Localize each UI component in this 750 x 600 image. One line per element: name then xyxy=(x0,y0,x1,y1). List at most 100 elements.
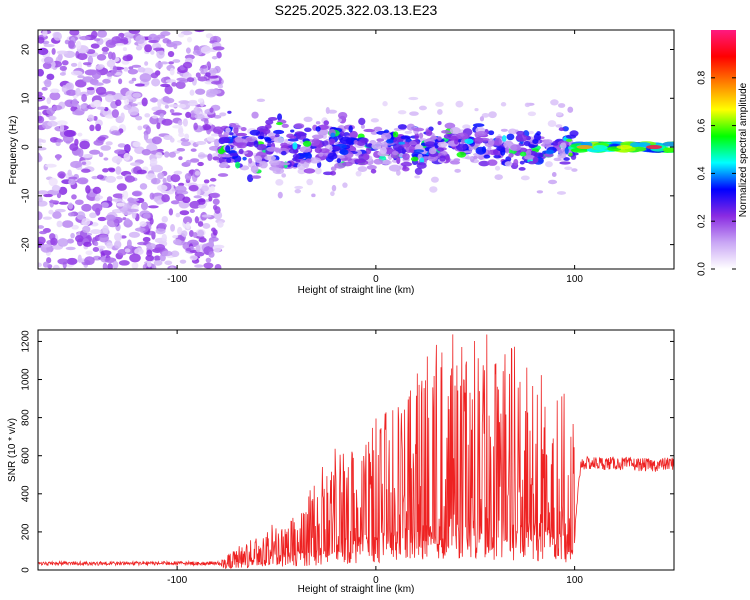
spectrogram-cell xyxy=(505,146,510,154)
spectrogram-cell xyxy=(413,149,425,153)
spectrogram-cell xyxy=(149,217,154,225)
spectrogram-cell xyxy=(113,92,123,102)
spectrogram-cell xyxy=(186,36,193,43)
spectrogram-cell xyxy=(97,216,107,222)
spectrogram-cell xyxy=(77,61,83,70)
spectrogram-cell xyxy=(342,182,348,188)
spectrogram-cell xyxy=(225,127,231,133)
spectrogram-cell xyxy=(198,198,206,205)
spectrogram-cell xyxy=(95,86,107,95)
spectrogram-cell xyxy=(118,260,130,266)
spectrogram-cell xyxy=(337,118,342,123)
spectrogram-cell xyxy=(139,221,147,227)
spectrogram-cell xyxy=(272,167,285,175)
spectrogram-cell xyxy=(146,249,153,257)
snr-ytick-label: 1000 xyxy=(21,368,32,391)
spectrogram-cell xyxy=(328,138,336,144)
spectrogram-cell xyxy=(437,136,442,141)
spectrogram-cell xyxy=(68,40,75,49)
spectrogram-cell xyxy=(593,144,608,150)
spectrogram-cell xyxy=(487,159,498,166)
spectrogram-cell xyxy=(58,186,68,196)
spectrogram-cell xyxy=(164,104,169,109)
spectrogram-cell xyxy=(414,144,424,151)
spectrogram-cell xyxy=(410,156,419,162)
spectrogram-cell xyxy=(353,139,358,145)
spectrogram-cell xyxy=(70,232,75,239)
spectrogram-cell xyxy=(144,61,149,66)
spectrogram-cell xyxy=(339,149,349,156)
spectrogram-cell xyxy=(164,85,173,95)
spectrogram-cell xyxy=(56,138,64,143)
spectrogram-cell xyxy=(211,55,218,60)
spectrogram-cell xyxy=(135,45,143,51)
spectrogram-cell xyxy=(74,199,84,205)
spectrogram-cell xyxy=(304,127,312,133)
spectrogram-cell xyxy=(294,189,301,194)
spectrogram-cell xyxy=(437,120,442,126)
spectrogram-cell xyxy=(564,146,569,155)
spectrogram-cell xyxy=(52,264,60,269)
spectrogram-cell xyxy=(67,212,75,217)
spectrogram-cell xyxy=(449,160,461,165)
spectrogram-cell xyxy=(181,230,188,237)
spectrogram-cell xyxy=(453,158,461,162)
spectrogram-cell xyxy=(87,114,95,122)
spectrogram-cell xyxy=(42,216,53,220)
snr-ytick-label: 200 xyxy=(21,523,32,540)
spectrogram-cell xyxy=(536,190,544,194)
spectrogram-cell xyxy=(77,132,83,137)
spectrogram-cell xyxy=(518,167,526,171)
spectrogram-cell xyxy=(93,99,102,107)
spectrogram-cell xyxy=(513,158,519,166)
spectrogram-cell xyxy=(77,254,82,263)
spectrogram-cell xyxy=(293,123,305,129)
colorbar-tick-label: 0.0 xyxy=(697,262,708,276)
spectrogram-cell xyxy=(356,140,366,146)
spectrogram-cell xyxy=(153,47,165,51)
spectrogram-cell xyxy=(464,138,474,144)
spectrogram-cell xyxy=(217,148,225,155)
spectrogram-cell xyxy=(51,47,56,55)
spectrogram-cell xyxy=(141,149,152,156)
spectrogram-cell xyxy=(195,72,201,78)
spectrogram-cell xyxy=(332,145,341,151)
spectrogram-cell xyxy=(567,106,574,113)
spectrogram-cell xyxy=(92,186,102,194)
spectrogram-cell xyxy=(168,104,179,108)
spectrogram-cell xyxy=(154,243,166,251)
spectrogram-cell xyxy=(167,50,175,58)
spectrogram-cell xyxy=(194,170,201,176)
spectrogram-cell xyxy=(106,59,116,68)
spectrogram-cell xyxy=(383,129,390,134)
spectrogram-cell xyxy=(136,169,147,175)
spectrogram-cell xyxy=(212,204,218,211)
spectrogram-cell xyxy=(75,87,81,97)
spectrogram-cell xyxy=(436,147,445,152)
spectrogram-cell xyxy=(152,115,158,119)
spectrogram-cell xyxy=(105,94,115,103)
spectrogram-cell xyxy=(547,179,558,185)
spectrogram-cell xyxy=(51,185,61,192)
spectrogram-cell xyxy=(396,156,401,165)
spectrogram-cell xyxy=(115,99,122,107)
spectrogram-cell xyxy=(532,156,539,163)
spectrogram-cell xyxy=(205,72,211,77)
spectrogram-cell xyxy=(487,146,492,151)
spectrogram-cell xyxy=(197,229,205,237)
spectrogram-cell xyxy=(366,165,377,170)
spectrogram-cell xyxy=(262,128,271,135)
spectrogram-cell xyxy=(213,114,222,119)
spectrogram-cell xyxy=(206,136,215,142)
spectrogram-cell xyxy=(488,111,497,119)
spectrogram-cell xyxy=(472,123,485,127)
spectrogram-cell xyxy=(249,129,261,136)
spectrogram-cell xyxy=(242,156,247,161)
spectrogram-cell xyxy=(126,239,132,249)
spectrogram-cell xyxy=(400,161,413,167)
spectrogram-cell xyxy=(124,143,131,153)
spectrogram-cell xyxy=(194,113,205,120)
spectrogram-cell xyxy=(287,138,299,142)
spectrogram-cell xyxy=(179,79,189,83)
spectrogram-cell xyxy=(182,118,188,127)
